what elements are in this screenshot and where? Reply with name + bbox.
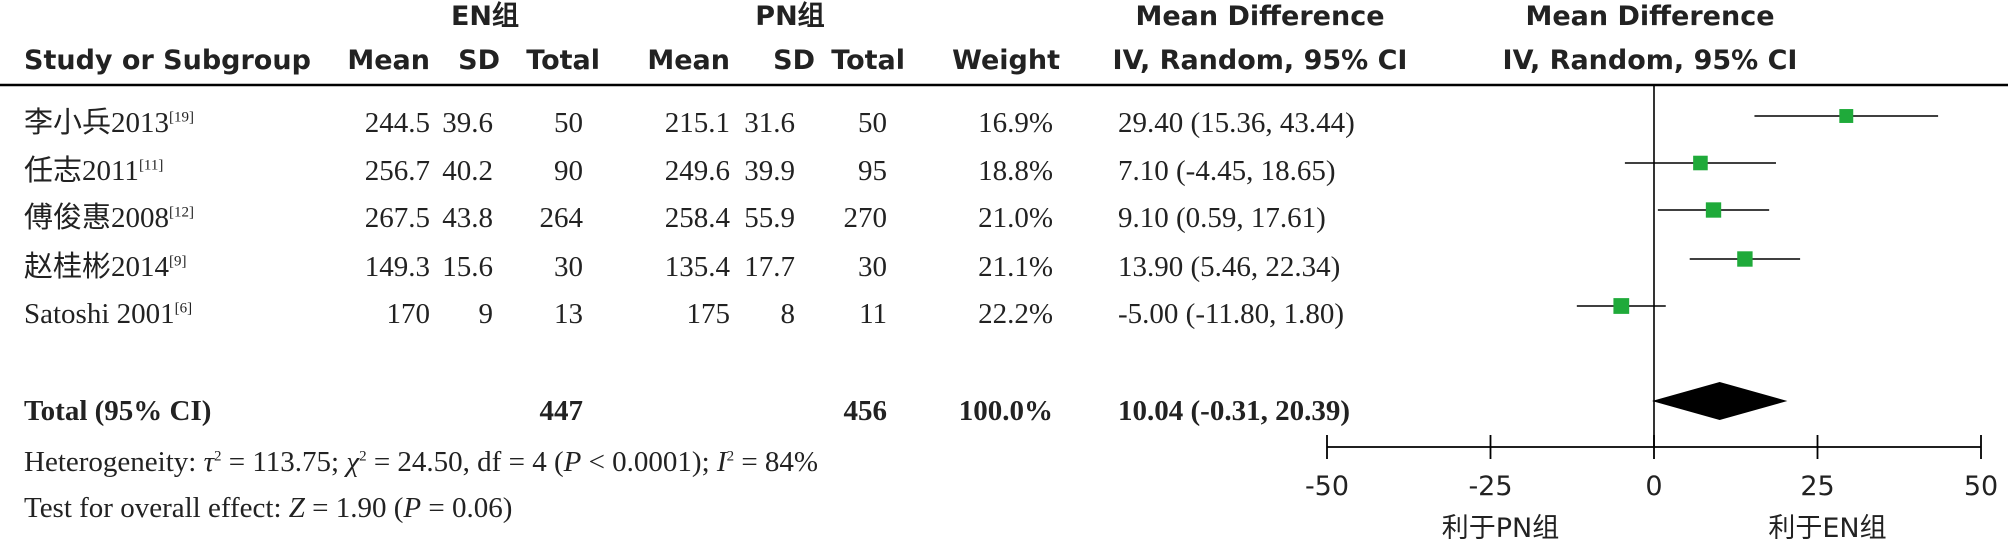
study-marker <box>1693 155 1708 171</box>
x-tick-label: 50 <box>1964 471 1998 502</box>
weight-value: 18.8% <box>978 155 1053 187</box>
pn-sd: 55.9 <box>744 202 795 234</box>
pn-mean: 249.6 <box>664 155 730 187</box>
study-marker <box>1613 298 1630 314</box>
weight-value: 21.0% <box>978 202 1053 234</box>
pn-mean: 175 <box>686 298 731 330</box>
pn-mean: 135.4 <box>664 251 730 283</box>
pn-total: 30 <box>858 251 887 283</box>
md-ci-text: 13.90 (5.46, 22.34) <box>1118 251 1341 283</box>
pn-total: 11 <box>859 298 887 330</box>
study-marker <box>1839 109 1854 123</box>
pn-total: 95 <box>858 155 887 187</box>
en-total: 30 <box>554 251 583 283</box>
study-marker <box>1737 251 1753 267</box>
heterogeneity-text: Heterogeneity: τ2 = 113.75; χ2 = 24.50, … <box>24 446 819 478</box>
en-total: 90 <box>554 155 583 187</box>
overall-effect-text: Test for overall effect: Z = 1.90 (P = 0… <box>24 492 513 524</box>
en-sd: 9 <box>478 298 494 330</box>
x-tick-label: -50 <box>1305 471 1349 502</box>
en-sd: 15.6 <box>442 251 493 283</box>
header-md-title: Mean Difference <box>1135 1 1385 32</box>
en-mean: 267.5 <box>364 202 430 234</box>
header-plot-title: Mean Difference <box>1525 1 1775 32</box>
weight-value: 21.1% <box>978 251 1053 283</box>
study-marker <box>1705 202 1722 218</box>
en-mean: 256.7 <box>364 155 430 187</box>
pn-sd: 39.9 <box>744 155 795 187</box>
md-ci-text: 7.10 (-4.45, 18.65) <box>1118 155 1336 187</box>
pn-sd: 8 <box>780 298 796 330</box>
total-weight: 100.0% <box>958 395 1053 427</box>
header-study: Study or Subgroup <box>24 45 311 76</box>
en-mean: 170 <box>386 298 431 330</box>
en-sd: 43.8 <box>442 202 493 234</box>
right-direction-label: 利于EN组 <box>1768 513 1886 543</box>
header-en-mean: Mean <box>347 45 430 76</box>
header-weight: Weight <box>952 45 1060 76</box>
md-ci-text: -5.00 (-11.80, 1.80) <box>1118 298 1345 330</box>
study-name: 任志2011[11] <box>24 155 164 187</box>
header-pn-mean: Mean <box>647 45 730 76</box>
study-name: 李小兵2013[19] <box>24 107 195 139</box>
pn-mean: 215.1 <box>664 107 730 139</box>
en-total: 13 <box>554 298 583 330</box>
weight-value: 16.9% <box>978 107 1053 139</box>
header-group-pn: PN组 <box>755 1 825 32</box>
total-en: 447 <box>539 395 584 427</box>
pooled-diamond <box>1651 382 1788 420</box>
header-en-sd: SD <box>458 45 500 76</box>
md-ci-text: 9.10 (0.59, 17.61) <box>1118 202 1326 234</box>
en-mean: 244.5 <box>364 107 430 139</box>
pn-sd: 17.7 <box>744 251 795 283</box>
x-tick-label: 0 <box>1645 471 1662 502</box>
left-direction-label: 利于PN组 <box>1442 513 1559 543</box>
x-tick-label: 25 <box>1800 471 1834 502</box>
header-pn-sd: SD <box>773 45 815 76</box>
en-mean: 149.3 <box>364 251 430 283</box>
pn-total: 50 <box>858 107 887 139</box>
total-label: Total (95% CI) <box>24 395 212 427</box>
pn-total: 270 <box>843 202 888 234</box>
total-md-ci: 10.04 (-0.31, 20.39) <box>1118 395 1350 427</box>
header-en-total: Total <box>526 45 600 76</box>
header-plot-method: IV, Random, 95% CI <box>1502 45 1798 76</box>
total-pn: 456 <box>843 395 888 427</box>
header-pn-total: Total <box>831 45 905 76</box>
weight-value: 22.2% <box>978 298 1053 330</box>
en-sd: 39.6 <box>442 107 493 139</box>
header-md-method: IV, Random, 95% CI <box>1112 45 1408 76</box>
study-name: Satoshi 2001[6] <box>24 298 193 330</box>
pn-mean: 258.4 <box>664 202 730 234</box>
en-total: 264 <box>539 202 584 234</box>
en-sd: 40.2 <box>442 155 493 187</box>
study-name: 傅俊惠2008[12] <box>24 202 195 234</box>
en-total: 50 <box>554 107 583 139</box>
pn-sd: 31.6 <box>744 107 795 139</box>
md-ci-text: 29.40 (15.36, 43.44) <box>1118 107 1355 139</box>
study-name: 赵桂彬2014[9] <box>24 251 187 283</box>
x-tick-label: -25 <box>1468 471 1512 502</box>
header-group-en: EN组 <box>450 1 520 32</box>
